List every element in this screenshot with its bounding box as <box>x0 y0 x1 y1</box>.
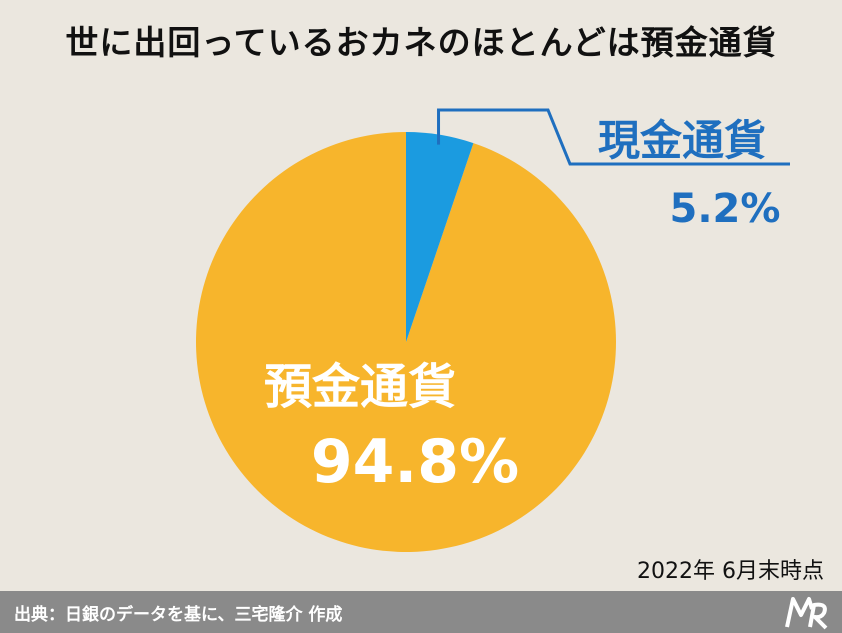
cash-value-label: 5.2% <box>670 186 781 232</box>
deposit-value-label: 94.8% <box>311 427 519 497</box>
pie-slice-cash <box>406 132 474 342</box>
cash-label: 現金通貨 <box>598 116 766 165</box>
source-note: 出典：日銀のデータを基に、三宅隆介 作成 <box>14 605 343 625</box>
footer-bar: 出典：日銀のデータを基に、三宅隆介 作成 <box>0 591 842 633</box>
deposit-label: 預金通貨 <box>264 359 456 415</box>
mr-logo-icon <box>785 597 828 630</box>
chart-title: 世に出回っているおカネのほとんどは預金通貨 <box>65 23 777 62</box>
cash-leader-line <box>437 108 790 166</box>
date-note: 2022年 6月末時点 <box>637 559 824 584</box>
